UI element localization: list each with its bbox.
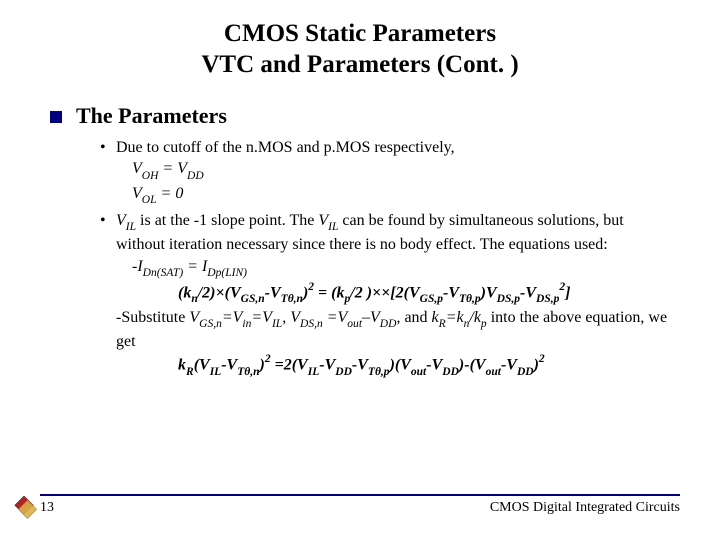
b1-intro: Due to cutoff of the n.MOS and p.MOS res… [116, 139, 455, 156]
section-row: The Parameters [40, 103, 680, 129]
b2-eqC: kR(VIL-VTθ,n)2 =2(VIL-VDD-VTθ,p)(Vout-VD… [116, 353, 670, 379]
bullet-1: • Due to cutoff of the n.MOS and p.MOS r… [100, 137, 670, 208]
page-number: 13 [40, 500, 54, 516]
b2-eqB: (kn/2)×(VGS,n-VTθ,n)2 = (kp/2 )××[2(VGS,… [116, 281, 670, 307]
square-bullet-icon [50, 111, 62, 123]
footer-rule [40, 494, 680, 496]
footer: 13 CMOS Digital Integrated Circuits [40, 494, 680, 516]
title-line-1: CMOS Static Parameters [40, 18, 680, 49]
bullet-dot-icon: • [100, 137, 106, 159]
logo-icon [10, 494, 38, 522]
body: • Due to cutoff of the n.MOS and p.MOS r… [40, 137, 680, 379]
b1-eq1: VOH = VDD [116, 158, 670, 183]
title-line-2: VTC and Parameters (Cont. ) [40, 49, 680, 80]
b2-substitute: -Substitute VGS,n=Vin=VIL, VDS,n =Vout–V… [116, 307, 670, 353]
section-heading: The Parameters [76, 103, 227, 129]
b1-eq2: VOL = 0 [116, 183, 670, 208]
b2-eqA: -IDn(SAT) = IDp(LIN) [116, 256, 670, 281]
footer-right: CMOS Digital Integrated Circuits [490, 500, 680, 516]
bullet-dot-icon: • [100, 210, 106, 232]
slide: CMOS Static Parameters VTC and Parameter… [0, 0, 720, 540]
bullet-2: • VIL is at the -1 slope point. The VIL … [100, 210, 670, 379]
